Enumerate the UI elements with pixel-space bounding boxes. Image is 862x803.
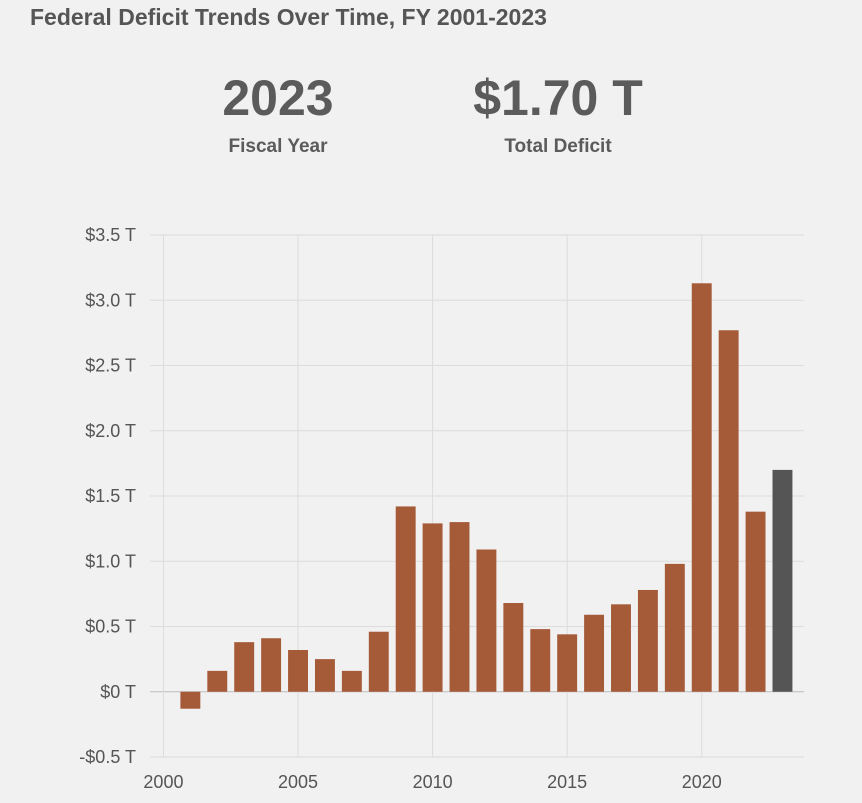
bar-2020[interactable]: [691, 283, 712, 692]
bar-2015[interactable]: [557, 634, 578, 692]
x-tick-label: 2010: [413, 772, 453, 792]
x-tick-label: 2005: [278, 772, 318, 792]
total-deficit-value: $1.70 T: [473, 70, 643, 126]
fiscal-year-stat: 2023 Fiscal Year: [198, 68, 358, 158]
y-tick-label: $3.0 T: [85, 290, 136, 310]
bar-2010[interactable]: [422, 523, 443, 692]
x-tick-label: 2015: [547, 772, 587, 792]
y-tick-label: $0.5 T: [85, 617, 136, 637]
y-tick-label: $1.5 T: [85, 486, 136, 506]
y-tick-label: $0 T: [100, 682, 136, 702]
x-tick-label: 2000: [143, 772, 183, 792]
fiscal-year-label: Fiscal Year: [228, 136, 328, 157]
bar-2001[interactable]: [180, 691, 201, 709]
y-tick-label: $3.5 T: [85, 225, 136, 245]
total-deficit-stat: $1.70 T Total Deficit: [448, 68, 668, 158]
bar-2008[interactable]: [368, 631, 389, 692]
bar-2018[interactable]: [637, 589, 658, 692]
bar-2007[interactable]: [341, 670, 362, 692]
y-tick-label: -$0.5 T: [79, 747, 136, 767]
y-tick-label: $2.5 T: [85, 356, 136, 376]
bar-2016[interactable]: [584, 614, 605, 692]
bar-2004[interactable]: [261, 638, 282, 692]
bar-2019[interactable]: [664, 563, 685, 692]
bar-2009[interactable]: [395, 506, 416, 692]
x-tick-label: 2020: [682, 772, 722, 792]
bar-2011[interactable]: [449, 522, 470, 692]
bar-2005[interactable]: [288, 649, 308, 692]
bar-2022[interactable]: [745, 511, 766, 692]
bar-2021[interactable]: [718, 330, 739, 692]
bar-2002[interactable]: [207, 670, 228, 692]
axis-label-layer: -$0.5 T $0 T $0.5 T $1.0 T $1.5 T $2.0 T $2.5 …: [79, 225, 721, 792]
total-deficit-label: Total Deficit: [504, 136, 612, 157]
chart-title: Federal Deficit Trends Over Time, FY 200…: [30, 4, 547, 30]
bar-2014[interactable]: [530, 629, 551, 692]
bar-2006[interactable]: [314, 659, 335, 692]
bar-2017[interactable]: [611, 604, 631, 692]
bar-2012[interactable]: [476, 549, 497, 692]
bar-highlight-2023[interactable]: [772, 469, 793, 692]
fiscal-year-value: 2023: [222, 70, 334, 126]
y-tick-label: $2.0 T: [85, 421, 136, 441]
bar-2003[interactable]: [234, 642, 255, 692]
bar-2013[interactable]: [503, 603, 524, 692]
y-tick-label: $1.0 T: [85, 551, 136, 571]
bar-layer: [180, 283, 793, 709]
